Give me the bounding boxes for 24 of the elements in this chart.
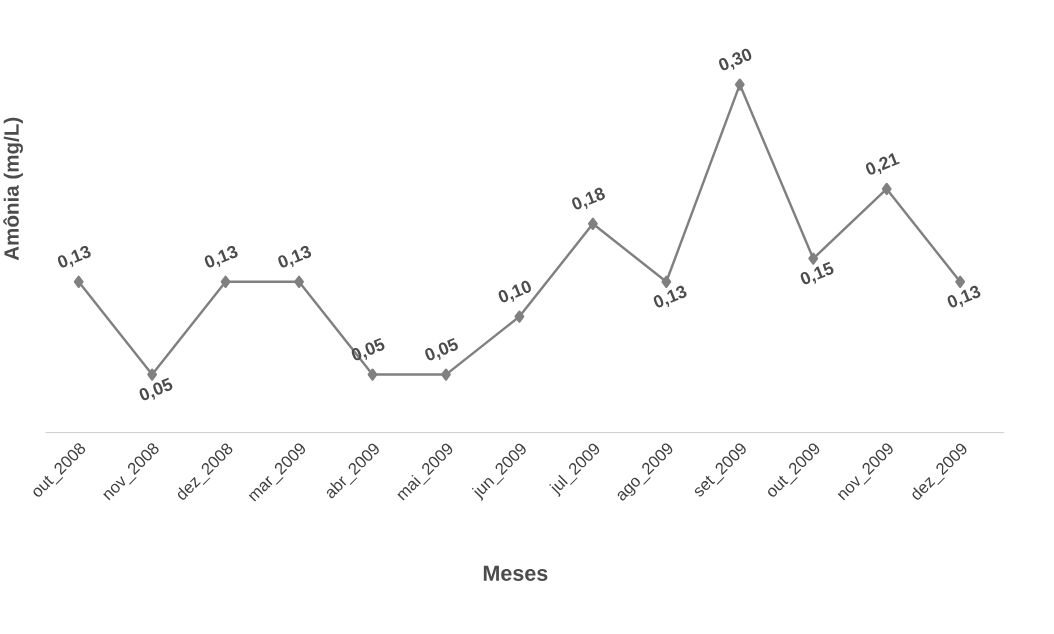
data-label: 0,21 <box>865 153 900 175</box>
data-label: 0,10 <box>498 280 531 303</box>
x-axis-title: Meses <box>483 565 548 581</box>
point <box>441 368 451 381</box>
data-label: 0,13 <box>653 285 687 308</box>
point <box>734 78 745 91</box>
point <box>587 217 598 230</box>
point <box>294 275 304 288</box>
point <box>220 275 231 288</box>
data-label: 0,15 <box>800 261 834 285</box>
point <box>367 368 378 381</box>
data-label: 0,05 <box>425 337 458 361</box>
point <box>881 182 892 196</box>
data-label: 0,05 <box>139 377 173 401</box>
y-axis-title: Amônia (mg/L) <box>3 117 23 261</box>
data-label: 0,18 <box>572 187 605 210</box>
data-label: 0,13 <box>947 285 981 308</box>
data-label: 0,13 <box>204 245 238 268</box>
data-label: 0,13 <box>278 245 312 268</box>
data-label: 0,05 <box>351 337 385 361</box>
data-label: 0,30 <box>719 48 752 71</box>
point <box>73 275 84 288</box>
data-label: 0,13 <box>57 245 91 268</box>
point <box>514 310 525 323</box>
